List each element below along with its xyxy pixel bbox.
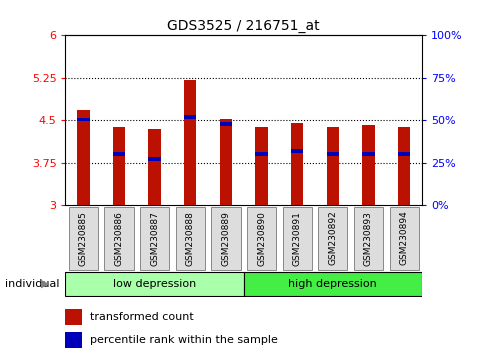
Text: GSM230887: GSM230887	[150, 211, 159, 266]
Bar	[112, 127, 125, 205]
Bar	[77, 110, 90, 205]
FancyBboxPatch shape	[353, 207, 382, 269]
FancyBboxPatch shape	[65, 272, 243, 296]
Bar	[326, 152, 338, 156]
FancyBboxPatch shape	[389, 207, 418, 269]
Text: GSM230888: GSM230888	[185, 211, 195, 266]
Bar	[112, 152, 125, 156]
Bar	[183, 115, 196, 119]
Title: GDS3525 / 216751_at: GDS3525 / 216751_at	[167, 19, 319, 33]
FancyBboxPatch shape	[243, 272, 421, 296]
FancyBboxPatch shape	[318, 207, 347, 269]
Bar	[290, 149, 303, 153]
Bar	[362, 152, 374, 156]
Text: GSM230886: GSM230886	[114, 211, 123, 266]
Bar	[219, 119, 232, 205]
Bar	[65, 309, 81, 325]
Text: GSM230889: GSM230889	[221, 211, 230, 266]
FancyBboxPatch shape	[211, 207, 240, 269]
Bar	[290, 123, 303, 205]
Text: GSM230893: GSM230893	[363, 211, 372, 266]
Text: transformed count: transformed count	[90, 312, 194, 322]
Text: high depression: high depression	[288, 279, 377, 289]
Text: ▶: ▶	[41, 279, 50, 289]
Bar	[183, 80, 196, 205]
Text: individual: individual	[5, 279, 59, 289]
FancyBboxPatch shape	[246, 207, 275, 269]
Bar	[219, 122, 232, 126]
Bar	[148, 157, 161, 161]
FancyBboxPatch shape	[104, 207, 133, 269]
Text: GSM230890: GSM230890	[257, 211, 266, 266]
Bar	[65, 332, 81, 348]
Bar	[255, 127, 267, 205]
Text: GSM230892: GSM230892	[328, 211, 337, 266]
Bar	[148, 129, 161, 205]
Text: low depression: low depression	[113, 279, 196, 289]
Bar	[77, 118, 90, 121]
Bar	[255, 152, 267, 156]
FancyBboxPatch shape	[175, 207, 204, 269]
Bar	[397, 152, 409, 156]
Bar	[397, 127, 409, 205]
FancyBboxPatch shape	[69, 207, 98, 269]
Text: GSM230894: GSM230894	[399, 211, 408, 266]
FancyBboxPatch shape	[282, 207, 311, 269]
FancyBboxPatch shape	[140, 207, 169, 269]
Text: GSM230891: GSM230891	[292, 211, 301, 266]
Text: percentile rank within the sample: percentile rank within the sample	[90, 335, 278, 346]
Bar	[362, 125, 374, 205]
Text: GSM230885: GSM230885	[78, 211, 88, 266]
Bar	[326, 127, 338, 205]
